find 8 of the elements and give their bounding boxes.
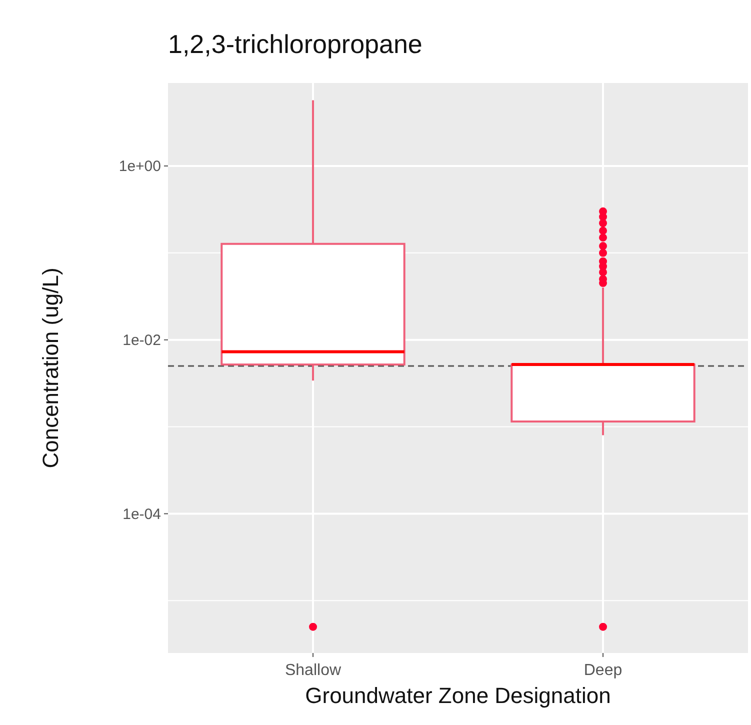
chart-title: 1,2,3-trichloropropane bbox=[168, 29, 422, 59]
y-tick-label: 1e-02 bbox=[122, 332, 161, 350]
y-tick-label: 1e+00 bbox=[118, 158, 161, 176]
y-tick-label: 1e-04 bbox=[122, 506, 161, 523]
x-tick-label: Deep bbox=[584, 662, 622, 679]
x-axis-title: Groundwater Zone Designation bbox=[305, 683, 611, 708]
y-axis-title: Concentration (ug/L) bbox=[38, 268, 63, 468]
x-tick-label: Shallow bbox=[284, 662, 342, 679]
